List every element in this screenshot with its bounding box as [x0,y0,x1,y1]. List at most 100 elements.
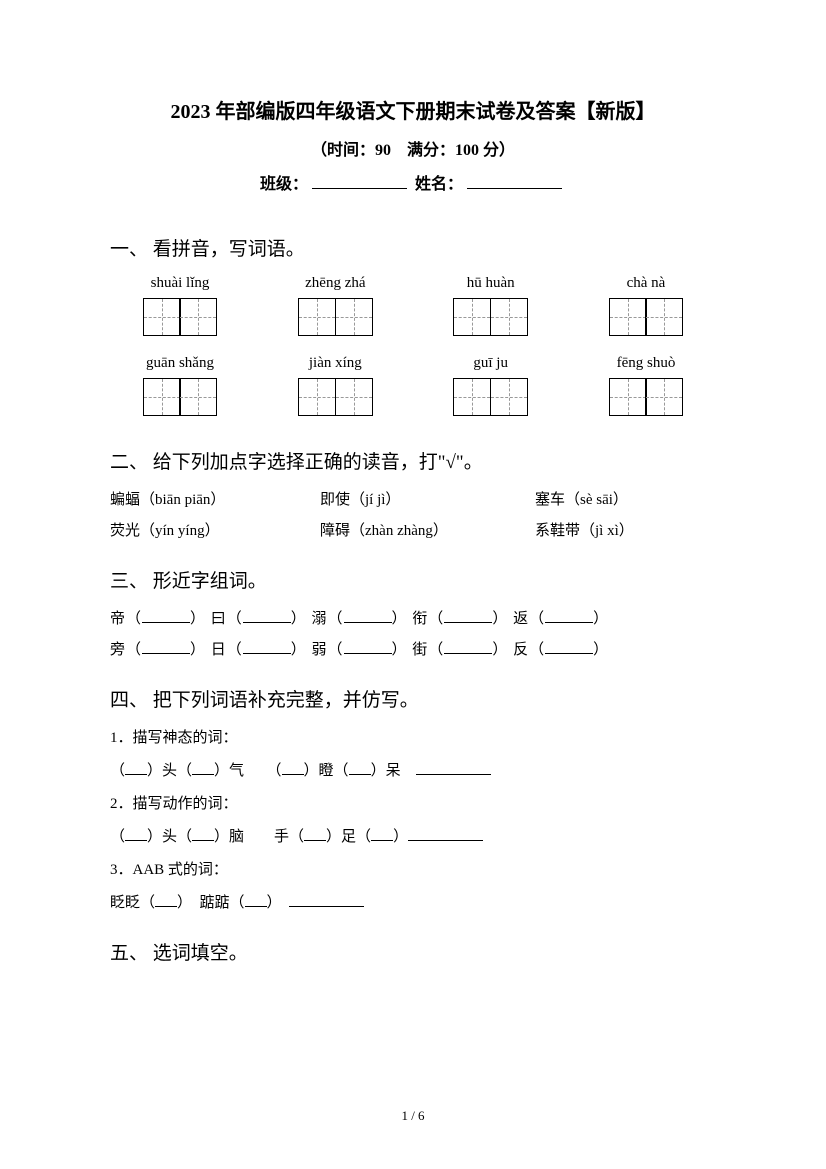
q4-text: ）足（ [326,829,371,845]
blank[interactable] [416,761,491,775]
blank[interactable] [444,609,492,623]
q4-text: 眨眨（ [110,895,155,911]
blank[interactable] [142,640,190,654]
blank[interactable] [192,761,214,775]
student-info: 班级： 姓名： [110,170,716,194]
q4-item1-content: （ ）头（ ）气 （ ）瞪（ ）呆 [110,759,716,780]
pinyin-text: chà nà [576,275,716,292]
pinyin-text: shuài lǐng [110,275,250,292]
q3-text: 帝（ [110,611,142,627]
pinyin-row-1: shuài lǐng zhēng zhá hū huàn chà nà [110,275,716,341]
q4-text: ） [393,829,408,845]
blank[interactable] [243,609,291,623]
blank[interactable] [408,827,483,841]
q4-text: （ [110,829,125,845]
blank[interactable] [282,761,304,775]
blank[interactable] [344,640,392,654]
q3-line-2: 旁（ ） 日（ ） 弱（ ） 街（ ） 反（ ） [110,638,716,659]
q4-text: ） [267,895,290,911]
pinyin-text: guī ju [421,355,561,372]
blank[interactable] [304,827,326,841]
q4-text: ）呆 [371,763,416,779]
blank[interactable] [125,761,147,775]
q3-text: ） 溺（ [291,611,344,627]
q2-item: 荧光（yín yíng） [110,519,320,540]
section-1-title: 一、 看拼音，写词语。 [110,234,716,261]
q3-text: ） [593,642,609,658]
blank[interactable] [545,609,593,623]
pinyin-text: hū huàn [421,275,561,292]
q2-item: 即使（jí jì） [320,488,535,509]
pinyin-row-2: guān shǎng jiàn xíng guī ju fēng shuò [110,355,716,421]
pinyin-item: jiàn xíng [265,355,405,421]
name-label: 姓名： [415,176,463,193]
pinyin-item: guān shǎng [110,355,250,421]
class-input-line[interactable] [312,173,407,189]
blank[interactable] [344,609,392,623]
char-grid[interactable] [453,298,528,336]
q4-text: （ [110,763,125,779]
q2-item: 塞车（sè sāi） [535,488,715,509]
char-grid[interactable] [143,378,218,416]
char-grid[interactable] [143,298,218,336]
q4-item2-label: 2．描写动作的词： [110,792,716,813]
q3-text: ） 反（ [492,642,545,658]
q3-text: ） 街（ [392,642,445,658]
pinyin-text: jiàn xíng [265,355,405,372]
q3-text: ） 返（ [492,611,545,627]
char-grid[interactable] [298,298,373,336]
pinyin-text: fēng shuò [576,355,716,372]
q4-text: ）头（ [147,763,192,779]
q4-text: ）脑 手（ [214,829,304,845]
q3-text: ） 日（ [190,642,243,658]
q2-item: 障碍（zhàn zhàng） [320,519,535,540]
blank[interactable] [371,827,393,841]
pinyin-item: fēng shuò [576,355,716,421]
q3-text: ） 衔（ [392,611,445,627]
name-input-line[interactable] [467,173,562,189]
q3-line-1: 帝（ ） 曰（ ） 溺（ ） 衔（ ） 返（ ） [110,607,716,628]
char-grid[interactable] [609,298,684,336]
q4-text: ）瞪（ [304,763,349,779]
q4-text: ）气 （ [214,763,282,779]
pinyin-item: hū huàn [421,275,561,341]
q3-text: ） 弱（ [291,642,344,658]
section-4-title: 四、 把下列词语补充完整，并仿写。 [110,685,716,712]
pinyin-item: chà nà [576,275,716,341]
blank[interactable] [142,609,190,623]
exam-title: 2023 年部编版四年级语文下册期末试卷及答案【新版】 [110,95,716,124]
blank[interactable] [545,640,593,654]
char-grid[interactable] [298,378,373,416]
blank[interactable] [192,827,214,841]
q3-text: ） 曰（ [190,611,243,627]
pinyin-item: guī ju [421,355,561,421]
q4-item1-label: 1．描写神态的词： [110,726,716,747]
pinyin-text: guān shǎng [110,355,250,372]
q4-text: ） 踮踮（ [177,895,245,911]
q2-line-1: 蝙蝠（biān piān） 即使（jí jì） 塞车（sè sāi） [110,488,716,509]
pinyin-text: zhēng zhá [265,275,405,292]
pinyin-item: shuài lǐng [110,275,250,341]
blank[interactable] [289,893,364,907]
blank[interactable] [444,640,492,654]
char-grid[interactable] [453,378,528,416]
section-2-title: 二、 给下列加点字选择正确的读音，打"√"。 [110,447,716,474]
q4-item2-content: （ ）头（ ）脑 手（ ）足（ ） [110,825,716,846]
section-5-title: 五、 选词填空。 [110,938,716,965]
q2-line-2: 荧光（yín yíng） 障碍（zhàn zhàng） 系鞋带（jì xì） [110,519,716,540]
q4-text: ）头（ [147,829,192,845]
blank[interactable] [243,640,291,654]
q3-text: 旁（ [110,642,142,658]
page-number: 1 / 6 [0,1108,826,1124]
exam-subtitle: （时间：90 满分：100 分） [110,136,716,160]
q2-item: 蝙蝠（biān piān） [110,488,320,509]
char-grid[interactable] [609,378,684,416]
section-3-title: 三、 形近字组词。 [110,566,716,593]
blank[interactable] [125,827,147,841]
q3-text: ） [593,611,609,627]
blank[interactable] [349,761,371,775]
blank[interactable] [155,893,177,907]
q4-item3-content: 眨眨（ ） 踮踮（ ） [110,891,716,912]
blank[interactable] [245,893,267,907]
class-label: 班级： [260,176,308,193]
